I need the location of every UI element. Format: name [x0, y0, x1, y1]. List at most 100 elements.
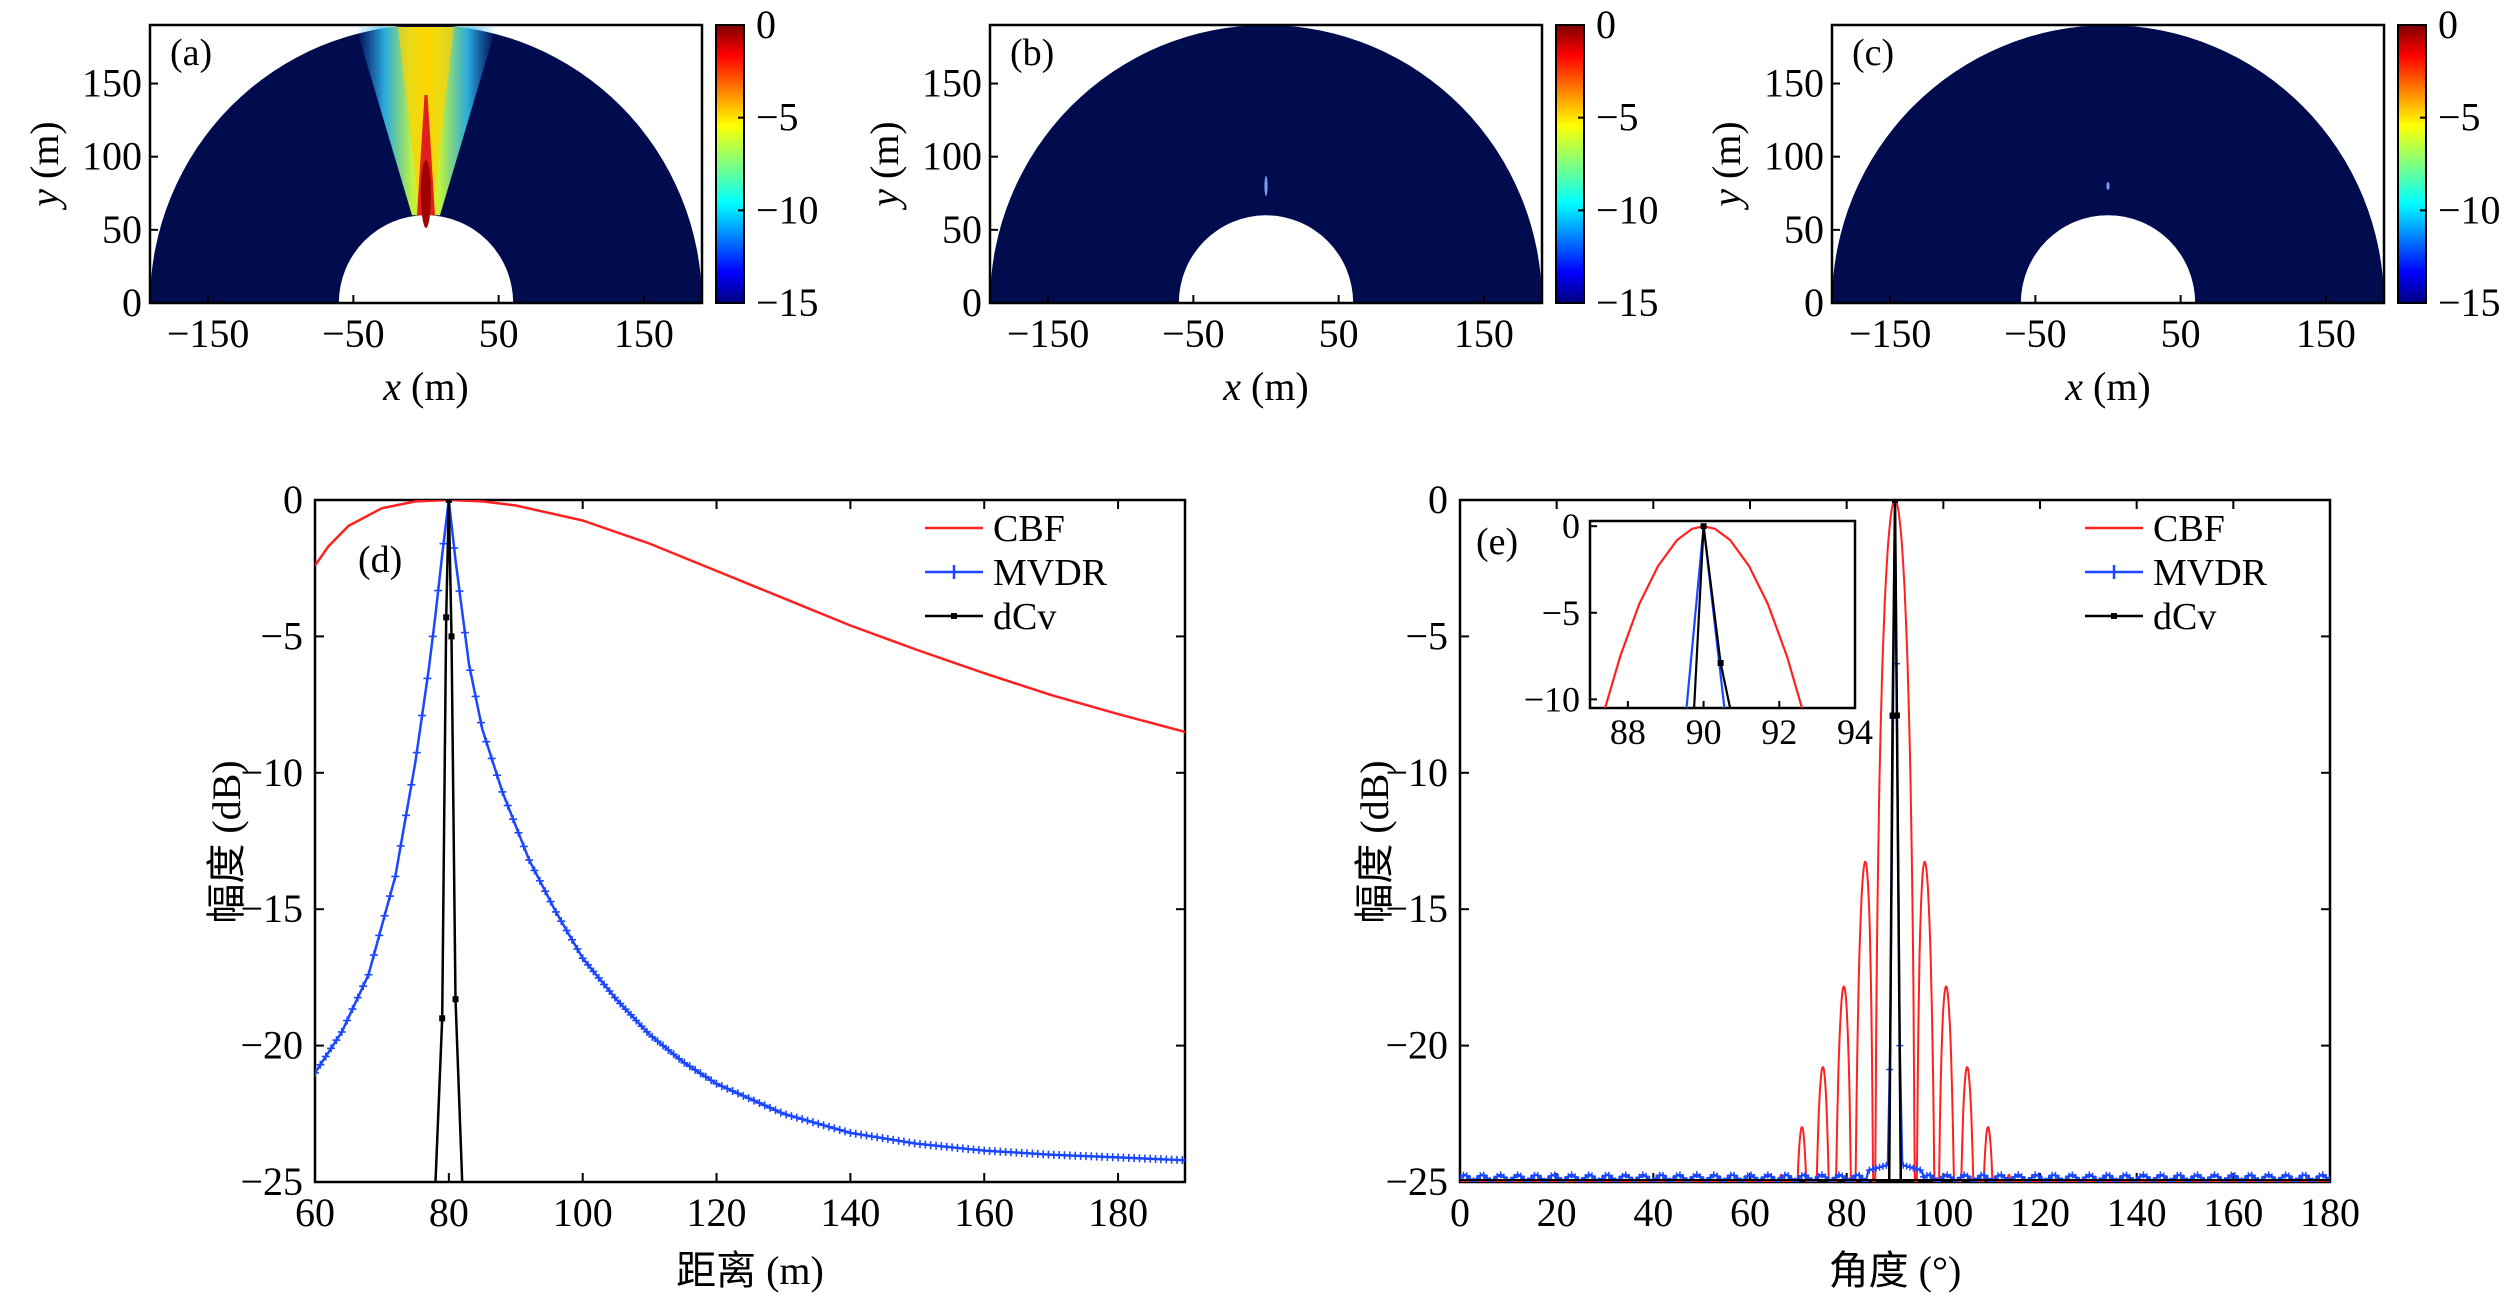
y-axis-unit: (m): [862, 121, 907, 189]
map-region: [990, 25, 1542, 303]
x-axis-label: x (m): [1222, 364, 1309, 409]
legend-label: CBF: [993, 508, 1065, 550]
y-tick-label: −10: [1385, 750, 1448, 795]
inset-lines: [1604, 523, 1804, 708]
dcv-marker: [452, 996, 459, 1003]
y-tick-label: 150: [922, 61, 982, 106]
inset-y-tick-label: 0: [1562, 506, 1580, 546]
x-tick-label: 50: [1319, 311, 1359, 356]
panel-label: (e): [1476, 521, 1518, 563]
y-tick-label: −25: [1385, 1159, 1448, 1204]
x-tick-label: 150: [1454, 311, 1514, 356]
x-tick-label: 150: [2296, 311, 2356, 356]
y-tick-label: −20: [240, 1023, 303, 1068]
x-axis-var: x: [1222, 364, 1241, 409]
dcv-marker: [1893, 712, 1900, 719]
y-tick-label: −10: [240, 750, 303, 795]
inset-series-dcv: [1693, 525, 1732, 708]
dcv-marker: [1889, 712, 1896, 719]
x-tick-label: 120: [2010, 1190, 2070, 1235]
x-axis-label: x (m): [2064, 364, 2151, 409]
beam-peak: [1264, 175, 1268, 196]
y-tick-label: −20: [1385, 1023, 1448, 1068]
series-lines: [1460, 500, 2330, 1182]
panel-label: (a): [170, 32, 212, 74]
x-tick-label: 180: [1088, 1190, 1148, 1235]
y-tick-label: 0: [283, 477, 303, 522]
dcv-marker: [448, 633, 455, 640]
series-dcv-line: [1887, 500, 1903, 1182]
plot-frame: [313, 498, 1187, 1184]
series-lines: [315, 500, 1185, 1182]
y-axis-var: y: [1704, 189, 1749, 211]
inset-x-tick-label: 88: [1610, 712, 1646, 752]
y-axis-label: 幅度 (dB): [1352, 760, 1397, 923]
legend-label: dCv: [2153, 596, 2216, 638]
colorbar-tick-label: −5: [756, 95, 799, 140]
y-axis-unit: (m): [1704, 121, 1749, 189]
y-tick-label: 100: [922, 134, 982, 179]
y-tick-label: 0: [1804, 280, 1824, 325]
x-tick-label: 50: [479, 311, 519, 356]
inset-y-tick-label: −10: [1524, 679, 1580, 719]
inset-frame: [1588, 519, 1857, 710]
x-tick-label: −50: [1162, 311, 1225, 356]
angle-profile-panel-e: 0 20 40 60 80 100 120 140 160 1800−5−10−15−20−25 …: [1352, 477, 2360, 1293]
colorbar-tick-label: −10: [756, 187, 819, 232]
legend-label: dCv: [993, 596, 1056, 638]
x-tick-label: 140: [820, 1190, 880, 1235]
y-tick-label: 100: [82, 134, 142, 179]
y-tick-label: 150: [1764, 61, 1824, 106]
colorbar-tick-label: 0: [2438, 2, 2458, 47]
x-tick-label: 120: [687, 1190, 747, 1235]
dcv-marker: [439, 1015, 446, 1022]
y-axis-label: y (m): [862, 121, 907, 211]
inset-dcv-marker: [1717, 659, 1724, 666]
inset-x-tick-label: 94: [1837, 712, 1873, 752]
legend-label: MVDR: [2153, 552, 2268, 594]
x-axis-label: 角度 (°): [1829, 1248, 1962, 1293]
legend-label: MVDR: [993, 552, 1108, 594]
axis-ticks: 60 80 100 120 140 160 180 0 −5 −10 −15 −20 −25: [240, 477, 1185, 1235]
x-tick-label: 50: [2161, 311, 2201, 356]
x-tick-label: 0: [1450, 1190, 1470, 1235]
x-tick-label: 100: [1913, 1190, 1973, 1235]
colorbar-tick-label: −15: [1596, 280, 1659, 325]
zoom-inset: 88 90 92 94 0 −5 −10: [1524, 506, 1873, 752]
colorbar-tick-label: −10: [2438, 187, 2501, 232]
panel-label: (d): [358, 539, 402, 581]
colorbar-tick-label: −15: [2438, 280, 2501, 325]
x-tick-label: 80: [1827, 1190, 1867, 1235]
x-tick-label: 140: [2107, 1190, 2167, 1235]
x-tick-label: 160: [954, 1190, 1014, 1235]
x-axis-unit: (m): [1241, 364, 1309, 409]
panel-label: (c): [1852, 32, 1894, 74]
colorbar: [1555, 24, 1585, 304]
x-tick-label: 180: [2300, 1190, 2360, 1235]
x-axis-var: x: [2064, 364, 2083, 409]
y-tick-label: 0: [962, 280, 982, 325]
y-tick-label: 50: [102, 207, 142, 252]
colorbar-tick-label: −15: [756, 280, 819, 325]
legend-marker: [2111, 613, 2117, 619]
inset-dcv-marker: [1700, 523, 1707, 530]
y-tick-label: −15: [1385, 886, 1448, 931]
x-tick-label: 150: [614, 311, 674, 356]
y-tick-label: −25: [240, 1159, 303, 1204]
x-tick-label: −150: [1849, 311, 1932, 356]
x-axis-label: x (m): [382, 364, 469, 409]
x-tick-label: 20: [1537, 1190, 1577, 1235]
range-profile-panel-d: 60 80 100 120 140 160 180 0 −5 −10 −15 −20 −25 (d) C…: [204, 477, 1187, 1293]
y-axis-label: y (m): [22, 121, 67, 211]
x-tick-label: −150: [1007, 311, 1090, 356]
colorbar-tick-label: −5: [2438, 95, 2481, 140]
x-axis-unit: (m): [401, 364, 469, 409]
map-frame: [988, 23, 1544, 305]
y-axis-label: y (m): [1704, 121, 1749, 211]
x-tick-label: −50: [2004, 311, 2067, 356]
